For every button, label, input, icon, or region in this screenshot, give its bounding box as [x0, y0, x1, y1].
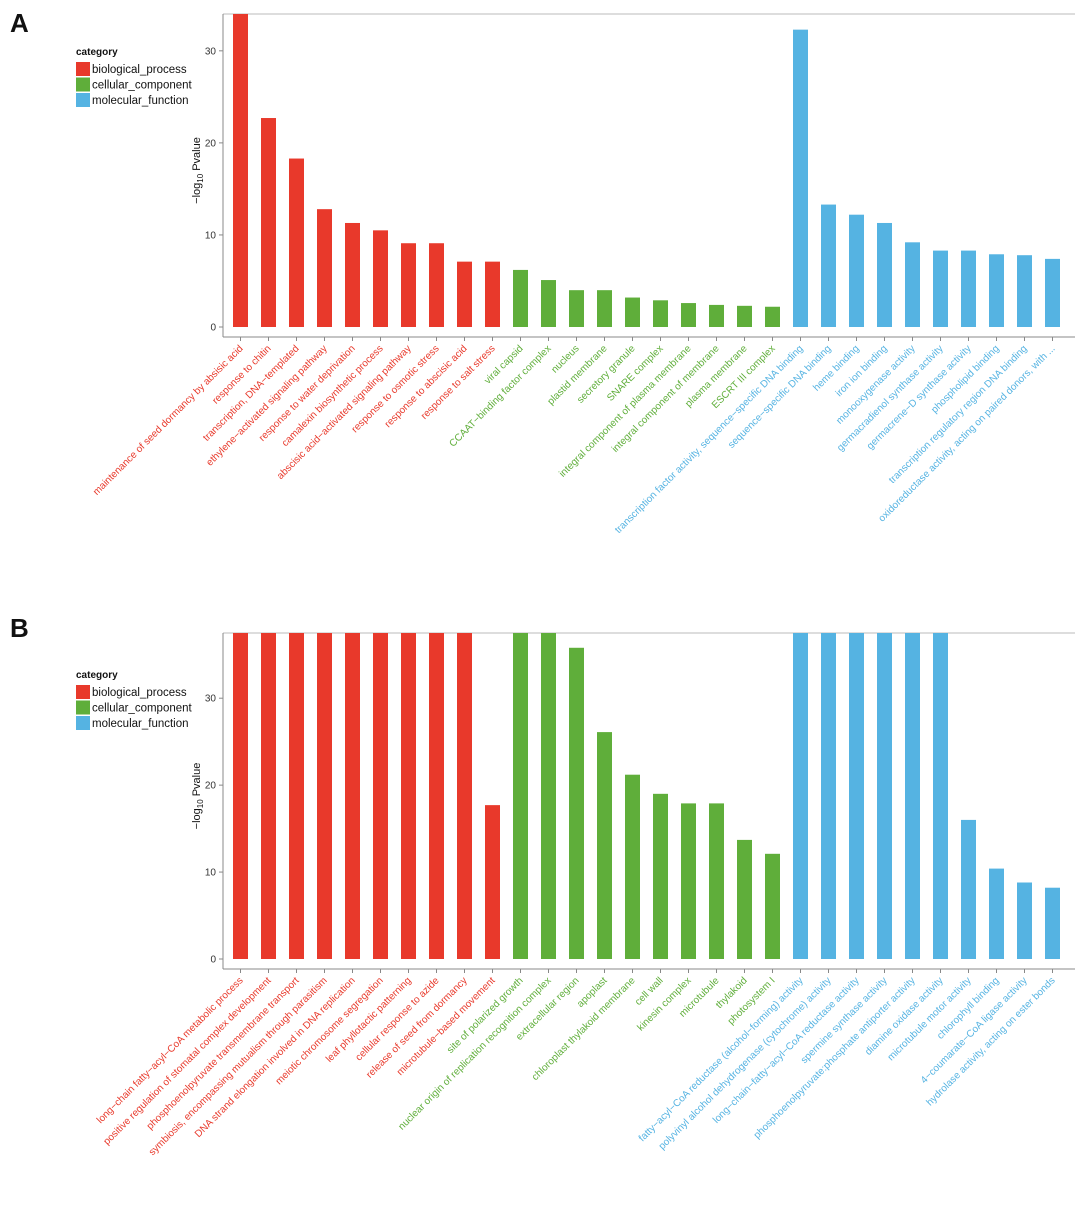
- bar-cellular-component: [737, 305, 752, 327]
- y-tick-label: 10: [205, 230, 217, 241]
- bar-biological-process: [373, 633, 388, 959]
- bar-biological-process: [317, 209, 332, 327]
- bar-molecular-function: [905, 242, 920, 327]
- bar-biological-process: [261, 118, 276, 327]
- bar-biological-process: [345, 222, 360, 327]
- x-tick-label: integral component of plasma membrane: [557, 343, 694, 480]
- bar-cellular-component: [597, 290, 612, 327]
- bar-biological-process: [289, 158, 304, 327]
- bar-molecular-function: [1045, 887, 1060, 959]
- y-tick-label: 10: [205, 868, 217, 879]
- bar-cellular-component: [681, 303, 696, 327]
- panel-letter: B: [10, 613, 29, 643]
- y-axis-label: −log10 Pvalue: [191, 763, 205, 830]
- bar-cellular-component: [569, 647, 584, 959]
- bar-molecular-function: [821, 204, 836, 327]
- bar-cellular-component: [681, 803, 696, 959]
- legend: category biological_process cellular_compo…: [76, 47, 193, 107]
- bar-biological-process: [233, 14, 248, 327]
- legend-label: molecular_function: [92, 718, 189, 730]
- bar-biological-process: [457, 633, 472, 959]
- bar-molecular-function: [821, 633, 836, 959]
- bar-molecular-function: [877, 222, 892, 327]
- bar-cellular-component: [709, 803, 724, 959]
- bar-cellular-component: [653, 300, 668, 327]
- bar-molecular-function: [1017, 255, 1032, 327]
- bar-cellular-component: [569, 290, 584, 327]
- legend-swatch: [76, 93, 90, 107]
- bar-biological-process: [373, 230, 388, 327]
- bar-molecular-function: [1017, 882, 1032, 959]
- bar-molecular-function: [989, 254, 1004, 327]
- bar-biological-process: [401, 633, 416, 959]
- y-tick-label: 20: [205, 781, 217, 792]
- bar-biological-process: [345, 633, 360, 959]
- bar-biological-process: [485, 805, 500, 959]
- legend-title: category: [76, 670, 118, 681]
- legend-label: biological_process: [92, 64, 187, 76]
- bar-biological-process: [317, 633, 332, 959]
- legend-swatch: [76, 716, 90, 730]
- bar-cellular-component: [709, 304, 724, 327]
- bar-molecular-function: [849, 633, 864, 959]
- bar-cellular-component: [625, 297, 640, 327]
- bar-cellular-component: [653, 793, 668, 959]
- bar-biological-process: [401, 243, 416, 327]
- bar-molecular-function: [961, 819, 976, 959]
- legend-label: molecular_function: [92, 95, 189, 107]
- y-tick-label: 30: [205, 46, 217, 57]
- y-tick-label: 0: [210, 323, 216, 334]
- bar-cellular-component: [737, 839, 752, 959]
- bar-biological-process: [261, 633, 276, 959]
- bar-cellular-component: [541, 280, 556, 327]
- bar-cellular-component: [541, 633, 556, 959]
- bar-cellular-component: [765, 306, 780, 327]
- legend-swatch: [76, 700, 90, 715]
- bar-molecular-function: [933, 633, 948, 959]
- y-tick-label: 20: [205, 138, 217, 149]
- bar-biological-process: [485, 261, 500, 327]
- y-tick-label: 0: [210, 955, 216, 966]
- bar-cellular-component: [597, 732, 612, 959]
- bar-biological-process: [289, 633, 304, 959]
- bar-molecular-function: [793, 29, 808, 328]
- bar-biological-process: [457, 261, 472, 327]
- bar-molecular-function: [793, 633, 808, 959]
- bar-biological-process: [429, 243, 444, 327]
- legend-label: cellular_component: [92, 703, 193, 715]
- bar-cellular-component: [765, 853, 780, 959]
- bar-molecular-function: [961, 250, 976, 327]
- legend: category biological_process cellular_compo…: [76, 670, 193, 730]
- bar-cellular-component: [513, 633, 528, 959]
- bar-biological-process: [429, 633, 444, 959]
- legend-swatch: [76, 685, 90, 699]
- legend-label: biological_process: [92, 687, 187, 699]
- bar-biological-process: [233, 633, 248, 959]
- bar-molecular-function: [933, 250, 948, 327]
- panel-letter: A: [10, 8, 29, 38]
- y-axis-label: −log10 Pvalue: [191, 137, 205, 204]
- legend-title: category: [76, 47, 118, 58]
- bar-molecular-function: [849, 214, 864, 327]
- y-tick-label: 30: [205, 694, 217, 705]
- legend-swatch: [76, 62, 90, 76]
- x-tick-label: sequence−specific DNA binding: [726, 343, 833, 450]
- bar-cellular-component: [513, 269, 528, 327]
- bar-cellular-component: [625, 774, 640, 959]
- bar-molecular-function: [1045, 258, 1060, 327]
- bar-molecular-function: [905, 633, 920, 959]
- bar-molecular-function: [877, 633, 892, 959]
- legend-label: cellular_component: [92, 80, 193, 92]
- legend-swatch: [76, 77, 90, 92]
- x-tick-label: chloroplast thylakoid membrane: [530, 975, 638, 1083]
- bar-molecular-function: [989, 868, 1004, 959]
